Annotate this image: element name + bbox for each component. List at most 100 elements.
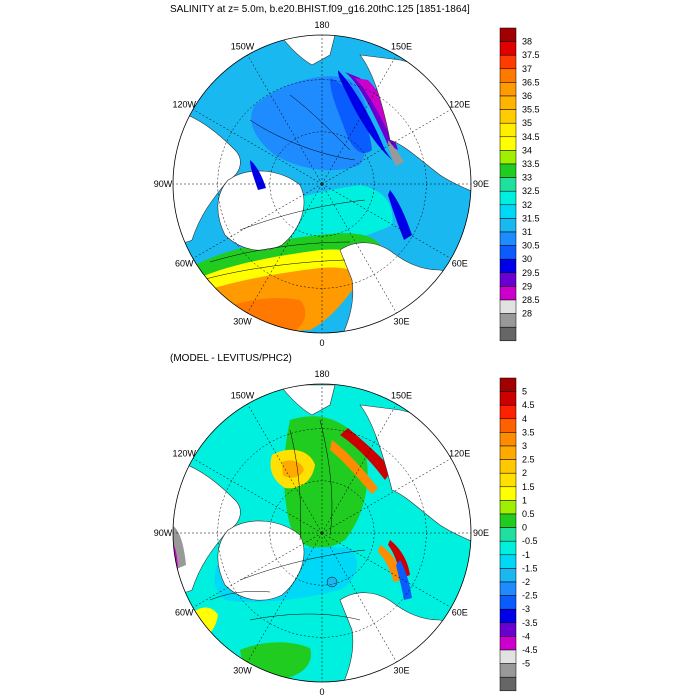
colorbar-box xyxy=(499,68,517,83)
colorbar-box xyxy=(499,326,517,342)
colorbar-tick-label: 31 xyxy=(522,227,532,237)
longitude-label: 150E xyxy=(391,390,412,400)
longitude-label: 180 xyxy=(314,369,329,379)
longitude-label: 150E xyxy=(391,41,412,51)
top-panel-title: SALINITY at z= 5.0m, b.e20.BHIST.f09_g16… xyxy=(170,4,470,15)
colorbar-tick-label: 2.5 xyxy=(522,455,535,465)
latitude-circle xyxy=(217,79,427,289)
longitude-label: 30E xyxy=(393,666,409,676)
meridian-line xyxy=(192,109,323,185)
colorbar-box xyxy=(499,245,517,260)
top-panel: SALINITY at z= 5.0m, b.e20.BHIST.f09_g16… xyxy=(154,4,540,348)
colorbar-tick-label: -4.5 xyxy=(522,645,538,655)
bottom-longitude-labels: 180 150E 120E 90E 60E 30E 0 30W 60W 90W 120W 150W xyxy=(154,369,489,697)
longitude-label: 120W xyxy=(173,449,197,459)
bottom-kara-blue xyxy=(396,560,412,600)
meridian-line xyxy=(247,54,323,185)
colorbar-box xyxy=(499,513,517,528)
bottom-basin-green xyxy=(284,416,368,549)
bottom-difference-map xyxy=(173,384,471,682)
colorbar-box xyxy=(499,286,517,301)
colorbar-tick-label: 32 xyxy=(522,200,532,210)
longitude-label: 150W xyxy=(231,41,255,51)
longitude-label: 90E xyxy=(473,528,489,538)
colorbar-tick-label: -3 xyxy=(522,604,530,614)
colorbar-tick-label: 5 xyxy=(522,387,527,397)
colorbar-tick-label: -2 xyxy=(522,577,530,587)
longitude-label: 90W xyxy=(154,528,173,538)
meridian-line xyxy=(192,458,323,534)
meridian-line xyxy=(321,532,452,608)
longitude-label: 0 xyxy=(319,687,324,697)
colorbar-box xyxy=(499,404,517,420)
meridian-line xyxy=(247,183,323,314)
top-salinity-map xyxy=(173,35,471,333)
colorbar-tick-label: 35 xyxy=(522,118,532,128)
longitude-label: 60E xyxy=(452,259,468,269)
top-greenland-land xyxy=(217,170,305,251)
bottom-contour-lines xyxy=(209,419,366,621)
colorbar-tick-label: 34.5 xyxy=(522,132,540,142)
longitude-label: 90E xyxy=(473,179,489,189)
meridian-line xyxy=(192,183,323,259)
colorbar-box xyxy=(499,581,517,596)
colorbar-box xyxy=(499,122,517,138)
meridian-line xyxy=(321,183,452,259)
longitude-label: 180 xyxy=(314,20,329,30)
colorbar-tick-label: 1 xyxy=(522,495,527,505)
colorbar-box xyxy=(499,377,517,392)
bottom-fram-blob xyxy=(326,576,338,588)
longitude-label: 60W xyxy=(175,259,194,269)
top-hudson-fresh xyxy=(250,160,266,190)
colorbar-tick-label: 37 xyxy=(522,64,532,74)
longitude-label: 60E xyxy=(452,608,468,618)
top-kara-sea-fresh xyxy=(388,190,412,240)
colorbar-box xyxy=(499,554,517,569)
colorbar-tick-label: -3.5 xyxy=(522,618,538,628)
colorbar-tick-label: -5 xyxy=(522,659,530,669)
longitude-label: 30W xyxy=(233,317,252,327)
bottom-graticule xyxy=(173,384,471,682)
colorbar-tick-label: 29 xyxy=(522,281,532,291)
colorbar-box xyxy=(499,472,517,488)
colorbar-tick-label: 30 xyxy=(522,254,532,264)
meridian-line xyxy=(247,403,323,534)
colorbar-tick-label: 33 xyxy=(522,173,532,183)
longitude-label: 60W xyxy=(175,608,194,618)
colorbar-box xyxy=(499,82,517,97)
colorbar-box xyxy=(499,527,517,542)
colorbar-box xyxy=(499,272,517,287)
colorbar-tick-label: -4 xyxy=(522,631,530,641)
colorbar-tick-label: 4.5 xyxy=(522,400,535,410)
colorbar-tick-label: 36 xyxy=(522,91,532,101)
latitude-circle xyxy=(269,480,375,586)
top-longitude-labels: 180 150E 120E 90E 60E 30E 0 30W 60W 90W 120W 150W xyxy=(154,20,489,348)
colorbar-box xyxy=(499,150,517,165)
top-bering-gray xyxy=(388,140,404,166)
colorbar-box xyxy=(499,608,517,624)
colorbar-box xyxy=(499,663,517,678)
meridian-line xyxy=(321,532,397,663)
colorbar-box xyxy=(499,649,517,664)
colorbar-box xyxy=(499,190,517,206)
top-siberian-fresh-purple xyxy=(345,72,398,150)
bottom-colorbar: 5 4.5 4 3.5 3 2.5 2 1.5 1 0.5 0 -0.5 -1 -1.5 -2 -2.5 -3 -… xyxy=(499,377,538,692)
latitude-circle xyxy=(269,131,375,237)
colorbar-box xyxy=(499,486,517,501)
bottom-laptev-orange xyxy=(378,545,402,582)
colorbar-tick-label: 28.5 xyxy=(522,295,540,305)
colorbar-tick-label: -1.5 xyxy=(522,563,538,573)
colorbar-box xyxy=(499,95,517,110)
bottom-siberian-red xyxy=(340,428,392,480)
colorbar-box xyxy=(499,313,517,328)
longitude-label: 120W xyxy=(173,100,197,110)
colorbar-tick-label: 3 xyxy=(522,441,527,451)
colorbar-tick-label: 0.5 xyxy=(522,509,535,519)
colorbar-box xyxy=(499,459,517,474)
colorbar-tick-label: 0 xyxy=(522,523,527,533)
colorbar-tick-label: 33.5 xyxy=(522,159,540,169)
meridian-line xyxy=(192,532,323,608)
top-atlantic-deep-orange xyxy=(211,298,306,333)
